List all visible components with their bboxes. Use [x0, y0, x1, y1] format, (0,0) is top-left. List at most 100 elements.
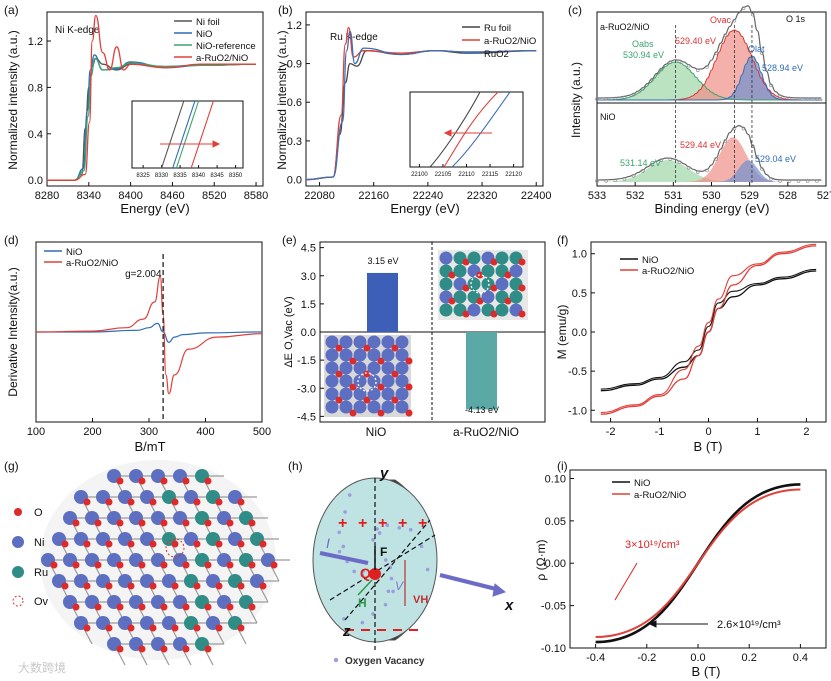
- vacancy-dot: [371, 612, 375, 616]
- peak-label: 529.04 eV: [755, 154, 796, 164]
- legend-entry-i: NiO: [634, 478, 650, 489]
- legend-entry-g: Ov: [34, 596, 49, 608]
- ni-atom: [367, 387, 381, 401]
- peak-line-olat: [597, 56, 823, 101]
- y-axis-label-f: M (emu/g): [555, 305, 569, 360]
- y-axis-label-i: ρ (Ω·m): [534, 539, 548, 580]
- data-point: [778, 94, 783, 98]
- ru-atom: [509, 264, 523, 278]
- data-point: [622, 177, 627, 181]
- vacancy-dot: [385, 523, 390, 528]
- y-tick-label-i: 0.10: [545, 473, 566, 485]
- ni-atom: [353, 400, 367, 414]
- legend-entry-a: NiO-reference: [196, 41, 256, 52]
- o-atom: [204, 561, 212, 569]
- inset-edge-line: [443, 91, 499, 168]
- x-tick-label-f: 1: [754, 426, 760, 438]
- legend-entry-b: RuO2: [484, 49, 509, 60]
- o-atom: [204, 603, 212, 611]
- o-atom: [160, 603, 168, 611]
- y-tick-label-i: 0.00: [545, 558, 566, 570]
- data-point: [705, 168, 709, 173]
- ni-atom: [353, 335, 367, 349]
- axis-label-y: y: [379, 465, 389, 482]
- legend-entry-a: Ni foil: [196, 17, 220, 28]
- y-tick-label-a: 0.8: [28, 82, 43, 94]
- x-axis-label-d: B/mT: [134, 439, 165, 454]
- peak-label: 529.44 eV: [680, 140, 721, 150]
- ru-atom: [495, 277, 509, 291]
- shift-arrow-head: [212, 140, 221, 148]
- o-atom: [215, 582, 223, 590]
- category-label: NiO: [366, 425, 387, 439]
- data-point: [760, 51, 764, 55]
- o-atom: [83, 540, 91, 548]
- ni-atom: [381, 361, 395, 375]
- vacancy-dot: [360, 620, 365, 625]
- ni-atom: [339, 374, 353, 388]
- x-tick-label-d: 500: [253, 426, 271, 438]
- legend-entry-b: a-RuO2/NiO: [484, 36, 536, 47]
- data-point: [769, 83, 773, 88]
- legend-entry-i: a-RuO2/NiO: [634, 490, 686, 501]
- y-tick-label-b: 0.0: [287, 175, 302, 187]
- o-atom: [61, 540, 69, 548]
- panel-label-a: (a): [4, 3, 19, 17]
- inset-edge-line: [190, 100, 214, 169]
- ni-atom-legend: [12, 536, 24, 548]
- o-atom: [171, 582, 179, 590]
- legend-entry-d: NiO: [66, 247, 82, 258]
- o-atom: [127, 582, 135, 590]
- ni-atom: [367, 361, 381, 375]
- legend-entry-g: Ni: [34, 537, 44, 549]
- legend-entry-g: O: [34, 507, 43, 519]
- data-point: [604, 178, 608, 183]
- data-point: [805, 179, 810, 183]
- o-atom: [248, 561, 256, 569]
- legend-entry-f: NiO: [642, 255, 658, 266]
- o-atom: [448, 271, 456, 279]
- o-atom: [149, 582, 157, 590]
- ni-atom: [367, 348, 381, 362]
- o-atom: [116, 519, 124, 527]
- y-tick-label-e: 1.5: [301, 299, 316, 311]
- panel-label-d: (d): [4, 233, 19, 247]
- o-atom: [391, 370, 399, 378]
- data-point: [686, 165, 691, 170]
- data-point: [805, 97, 810, 101]
- x-tick-label-i: 0.0: [690, 652, 705, 664]
- arrow-head: [492, 583, 507, 597]
- vacancy-marker: [357, 372, 377, 392]
- o-atom: [116, 603, 124, 611]
- o-atom: [193, 498, 201, 506]
- peak-label: 530.94 eV: [623, 50, 664, 60]
- x-tick-label-b: 22320: [467, 190, 498, 202]
- o-atom: [363, 344, 371, 352]
- hysteresis-branch: [600, 268, 817, 390]
- inset-tick-label-b: 22100: [411, 172, 428, 178]
- vacancy-dot: [386, 589, 391, 594]
- vacancy-legend-dot: [333, 657, 339, 663]
- data-point: [631, 173, 636, 178]
- inset-edge-line: [175, 100, 200, 169]
- data-point: [705, 65, 709, 69]
- o-atom: [405, 357, 413, 365]
- o-atom: [248, 603, 256, 611]
- y-tick-label-b: 1.2: [287, 20, 302, 32]
- energy-bar: [367, 272, 398, 332]
- o-atom: [105, 582, 113, 590]
- inset-tick-label-a: 8350: [229, 173, 243, 179]
- o-atom: [226, 561, 234, 569]
- data-point: [815, 97, 819, 101]
- positive-charge: +: [398, 515, 407, 532]
- vacancy-dot: [391, 589, 395, 594]
- o-atom: [182, 603, 190, 611]
- data-point: [723, 33, 728, 38]
- peak-name: Olat: [748, 44, 765, 54]
- o-atom: [149, 540, 157, 548]
- o-atom: [105, 540, 113, 548]
- y-tick-label-i: -0.10: [541, 643, 566, 655]
- legend-entry-f: a-RuO2/NiO: [642, 266, 694, 277]
- vacancy-dot: [408, 527, 413, 532]
- o-atom-legend: [14, 508, 22, 516]
